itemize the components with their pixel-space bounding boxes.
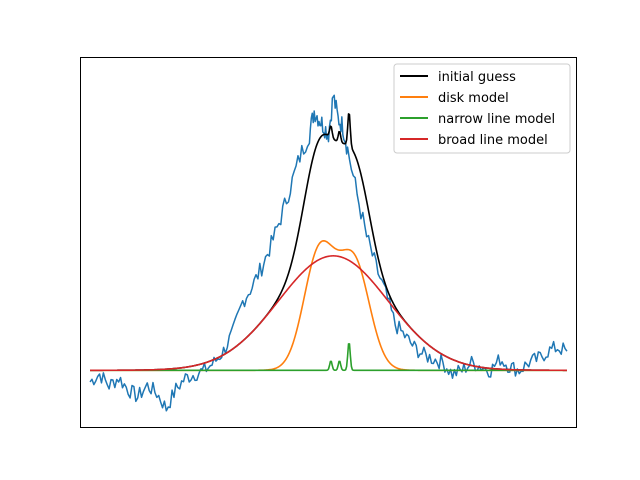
- legend-box: [393, 63, 571, 154]
- series-line-broad-line-model: [90, 255, 567, 372]
- legend-label-broad-line-model: broad line model: [438, 133, 548, 148]
- legend-label-disk-model: disk model: [438, 91, 509, 106]
- series-line-narrow-line-model: [90, 343, 567, 372]
- plot-area: [89, 94, 568, 412]
- axes-frame: [80, 57, 577, 428]
- legend-label-narrow-line-model: narrow line model: [438, 112, 555, 127]
- legend: initial guess disk model narrow line mod…: [393, 63, 571, 154]
- series-line-disk-model: [90, 240, 567, 372]
- legend-label-initial-guess: initial guess: [438, 70, 516, 85]
